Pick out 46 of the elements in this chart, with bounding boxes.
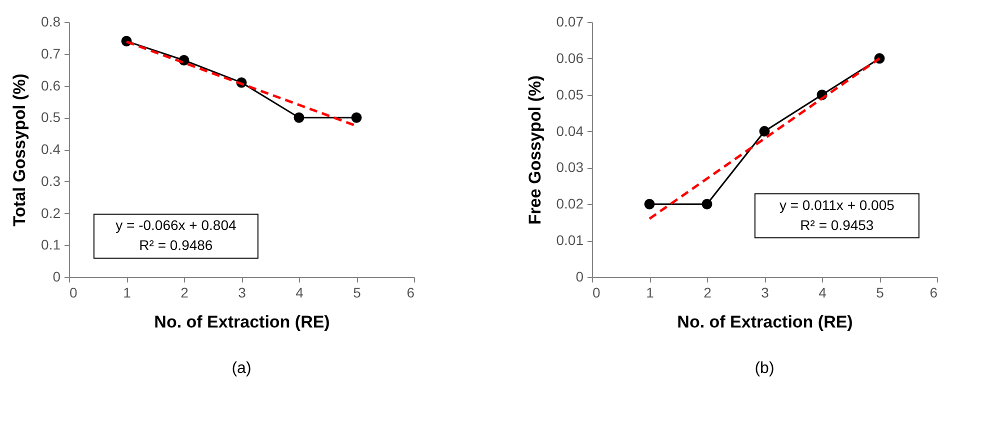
y-tick-label: 0.5	[41, 109, 61, 126]
annotation: R² = 0.9486	[139, 237, 213, 254]
point	[351, 112, 362, 123]
y-tick-label: 0	[52, 268, 61, 284]
y-tick-label: 0.8	[41, 14, 61, 30]
y-tick-label: 0.04	[556, 122, 584, 139]
annotation: R² = 0.9453	[800, 216, 874, 233]
x-tick-label: 3	[238, 284, 246, 300]
x-tick-label: 1	[123, 284, 132, 300]
text: (b)	[754, 360, 774, 377]
y-axis-title: Total Gossypol (%)	[10, 74, 30, 226]
x-tick-label: 4	[296, 284, 304, 300]
y-tick-label: 0.4	[41, 141, 61, 157]
y-tick-label: 0.07	[556, 14, 584, 30]
annotation: y = -0.066x + 0.804	[116, 217, 236, 234]
y-tick-label: 0.1	[41, 236, 61, 253]
x-tick-label: 6	[406, 284, 415, 300]
x-tick-label: 5	[876, 284, 884, 300]
y-tick-label: 0.02	[556, 196, 584, 212]
text: (a)	[232, 360, 252, 377]
x-tick-label: 0	[70, 284, 78, 300]
x-tick-label: 1	[646, 284, 654, 300]
x-tick-label: 6	[930, 284, 938, 300]
y-axis-title: Free Gossypol (%)	[525, 75, 544, 225]
x-tick-label: 5	[353, 284, 362, 300]
y-tick-label: 0.2	[41, 204, 61, 221]
annotation: y = 0.011x + 0.005	[779, 196, 895, 213]
y-tick-label: 0.05	[556, 86, 584, 102]
x-tick-label: 2	[180, 284, 189, 300]
x-tick-label: 0	[592, 284, 600, 300]
point	[759, 126, 770, 137]
y-tick-label: 0.6	[41, 77, 61, 94]
y-tick-label: 0.06	[556, 50, 584, 66]
point	[294, 112, 304, 123]
y-tick-label: 0.7	[41, 45, 61, 62]
y-tick-label: 0.3	[41, 172, 61, 189]
x-tick-label: 3	[761, 284, 770, 300]
y-tick-label: 0	[576, 268, 584, 284]
point	[702, 198, 712, 210]
point	[644, 198, 655, 210]
x-tick-label: 2	[704, 284, 712, 300]
y-tick-label: 0.03	[556, 159, 584, 176]
y-tick-label: 0.01	[556, 232, 584, 248]
x-axis-title: No. of Extraction (RE)	[677, 312, 853, 332]
x-tick-label: 4	[818, 284, 827, 300]
x-axis-title: No. of Extraction (RE)	[154, 312, 330, 332]
